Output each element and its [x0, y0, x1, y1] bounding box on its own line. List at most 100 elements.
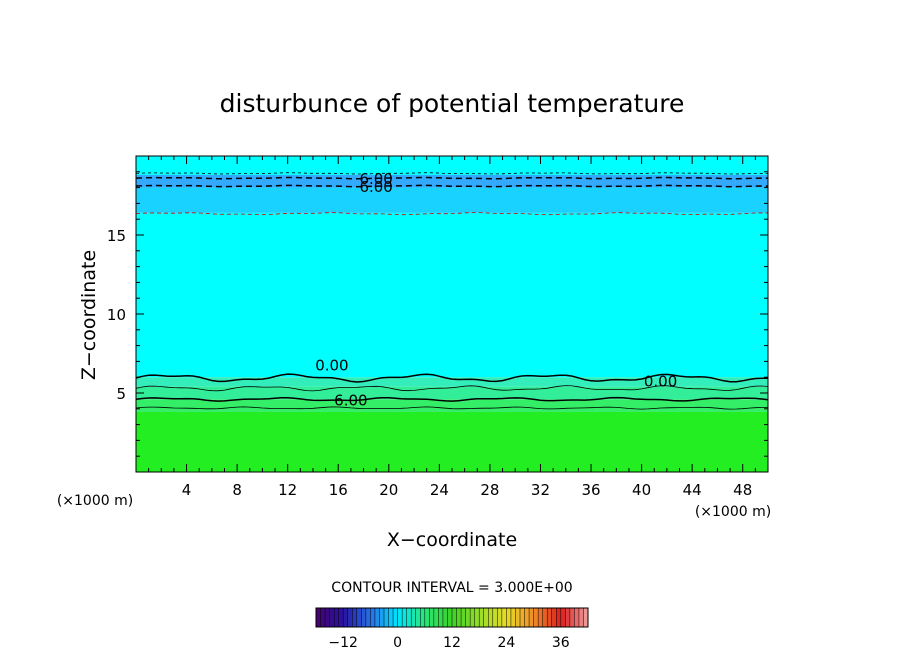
- colorbar-cell: [569, 608, 575, 627]
- colorbar-cell: [370, 608, 376, 627]
- x-tick-label: 36: [581, 481, 600, 499]
- color-band: [136, 156, 768, 175]
- x-tick-label: 8: [232, 481, 242, 499]
- colorbar-cell: [374, 608, 380, 627]
- colorbar-cell: [538, 608, 543, 627]
- contour-line: [135, 184, 769, 188]
- contour-line: [135, 373, 768, 383]
- colorbar-cell: [424, 608, 430, 627]
- color-band: [136, 187, 768, 213]
- colorbar-cell: [556, 608, 562, 627]
- colorbar-cell: [547, 608, 553, 627]
- colorbar-cell: [483, 608, 489, 627]
- contour-label: 6.00: [359, 170, 392, 188]
- colorbar-cell: [343, 608, 349, 627]
- colorbar-cell: [520, 608, 525, 627]
- contour-line: [135, 176, 769, 180]
- colorbar-tick-label: −12: [328, 635, 358, 651]
- colorbar-cell: [574, 608, 580, 627]
- colorbar-cell: [578, 608, 584, 627]
- colorbar-cell: [356, 608, 362, 627]
- x-tick-label: 24: [430, 481, 449, 499]
- colorbar-frame: [315, 607, 589, 628]
- colorbar-cell: [438, 608, 444, 627]
- colorbar-cell: [533, 608, 539, 627]
- colorbar-cell: [397, 608, 403, 627]
- x-tick-label: 28: [480, 481, 499, 499]
- colorbar-cell: [361, 608, 367, 627]
- color-band: [136, 386, 768, 400]
- colorbar-cell: [352, 608, 358, 627]
- color-band: [136, 212, 768, 378]
- plot-area: [136, 156, 768, 472]
- colorbar-cell: [388, 608, 394, 627]
- colorbar-cell: [565, 608, 571, 627]
- y-axis-label: Z−coordinate: [78, 250, 100, 380]
- colorbar-cell: [465, 608, 471, 627]
- colorbar: −12 0 12 24 36: [315, 607, 589, 651]
- x-tick-label: 40: [632, 481, 651, 499]
- colorbar-cell: [429, 608, 435, 627]
- colorbar-cell: [524, 608, 530, 627]
- colorbar-cell: [338, 608, 344, 627]
- colorbar-tick-label: 24: [497, 635, 515, 651]
- colorbar-cell: [501, 608, 507, 627]
- colorbar-cell: [474, 608, 480, 627]
- colorbar-cell: [384, 608, 389, 627]
- colorbar-cell: [529, 608, 534, 627]
- colorbar-cell: [420, 608, 426, 627]
- color-band: [136, 377, 768, 387]
- contour-line: [135, 406, 769, 410]
- contour-label: 0.00: [315, 357, 348, 375]
- y-tick-label: 5: [116, 385, 126, 403]
- color-band: [136, 174, 768, 188]
- colorbar-cell: [583, 608, 589, 627]
- x-tick-label: 32: [531, 481, 550, 499]
- colorbar-cell: [347, 608, 353, 627]
- colorbar-cell: [320, 608, 326, 627]
- x-unit-right: (×1000 m): [695, 504, 771, 520]
- y-tick-label: 15: [107, 227, 126, 245]
- contour-line: [135, 396, 769, 402]
- colorbar-cell: [456, 608, 462, 627]
- colorbar-cell: [334, 608, 339, 627]
- colorbar-cell: [560, 608, 566, 627]
- colorbar-cell: [411, 608, 417, 627]
- contour-label: 6.00: [334, 391, 367, 409]
- x-tick-label: 44: [683, 481, 702, 499]
- colorbar-tick-label: 0: [393, 635, 402, 651]
- colorbar-cell: [461, 608, 466, 627]
- colorbar-cell: [470, 608, 475, 627]
- contour-label: 6.00: [359, 178, 392, 196]
- contour-label: 0.00: [644, 372, 677, 390]
- colorbar-tick-label: 36: [552, 635, 570, 651]
- colorbar-cell: [379, 608, 385, 627]
- colorbar-cell: [510, 608, 516, 627]
- x-axis-label: X−coordinate: [387, 529, 517, 551]
- colorbar-tick-label: 12: [443, 635, 461, 651]
- colorbar-cell: [325, 608, 330, 627]
- x-tick-label: 20: [379, 481, 398, 499]
- colorbar-cell: [433, 608, 439, 627]
- colorbar-cell: [415, 608, 421, 627]
- colorbar-cell: [542, 608, 548, 627]
- contour-line: [135, 385, 769, 392]
- y-tick-label: 10: [107, 306, 126, 324]
- colorbar-cell: [551, 608, 557, 627]
- colorbar-cell: [329, 608, 335, 627]
- x-tick-label: 16: [329, 481, 348, 499]
- chart-title: disturbunce of potential temperature: [220, 89, 685, 118]
- x-unit-left: (×1000 m): [57, 493, 133, 509]
- contour-lines: 6.006.000.000.006.00: [135, 170, 769, 410]
- colorbar-cell: [479, 608, 485, 627]
- colorbar-cell: [447, 608, 453, 627]
- x-tick-label: 48: [733, 481, 752, 499]
- x-tick-label: 12: [278, 481, 297, 499]
- colorbar-cell: [406, 608, 412, 627]
- color-band: [136, 411, 768, 472]
- colorbar-cell: [402, 608, 407, 627]
- colorbar-cell: [452, 608, 457, 627]
- colorbar-cell: [492, 608, 498, 627]
